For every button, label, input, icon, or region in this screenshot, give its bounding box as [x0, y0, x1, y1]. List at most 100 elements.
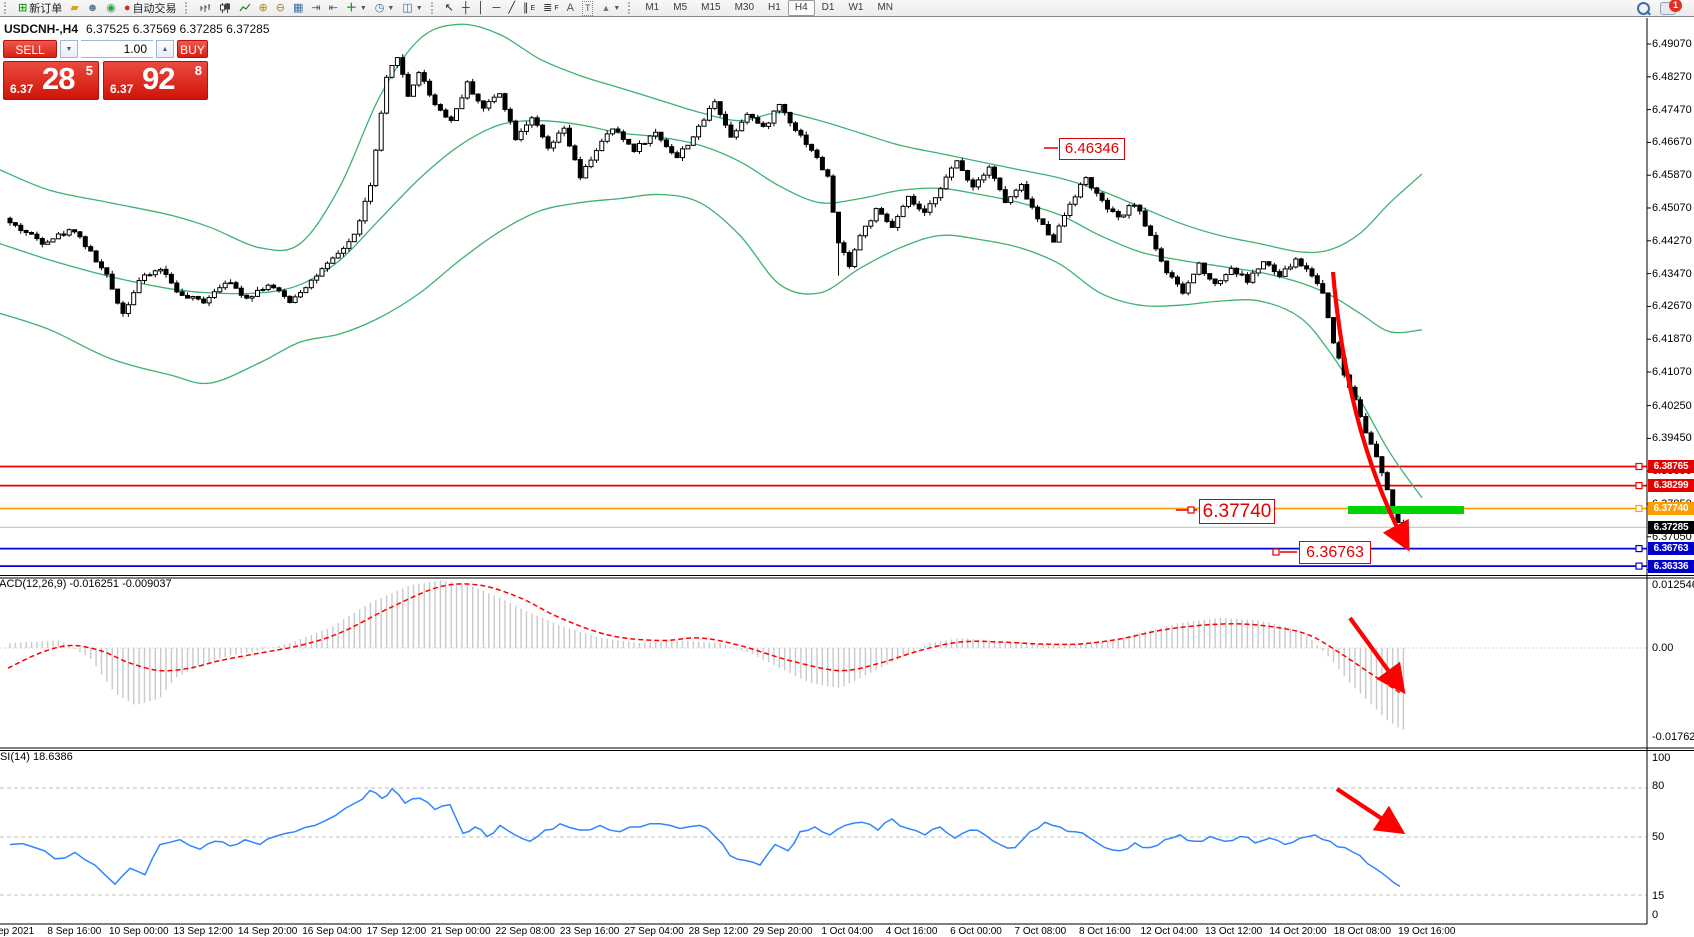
sell-button[interactable]: SELL [3, 40, 57, 58]
periods-button[interactable]: ◷ ▼ [371, 1, 399, 16]
level-marker [1635, 504, 1643, 513]
cursor-button[interactable]: ↖ [441, 1, 458, 16]
rsi-axis-tick: 100 [1652, 752, 1671, 764]
buy-price-sup: 8 [194, 63, 202, 78]
rsi-line [9, 787, 1401, 888]
price-axis-tick: 6.37050 [1652, 530, 1692, 543]
timeframe-h1[interactable]: H1 [768, 2, 781, 13]
fibonacci-icon: ≣ [543, 1, 553, 14]
timeframe-h4[interactable]: H4 [787, 0, 815, 16]
time-axis-label: 6 Oct 00:00 [950, 926, 1002, 937]
vertical-line-icon: │ [477, 1, 485, 14]
buy-price-box[interactable]: 6.37 92 8 [103, 61, 208, 100]
price-annotation[interactable]: 6.37740 [1199, 499, 1275, 524]
text-label-icon: T [581, 0, 594, 16]
bar-chart-button[interactable] [195, 1, 215, 16]
support-button[interactable]: ☻ [83, 1, 103, 16]
annotation-anchor [1272, 548, 1280, 556]
sell-price-box[interactable]: 6.37 28 5 [3, 61, 99, 100]
text-label-button[interactable]: T [578, 0, 598, 16]
search-button[interactable] [1633, 1, 1656, 16]
autotrading-button[interactable]: ● 自动交易 [120, 1, 181, 16]
price-axis-tick: 6.41070 [1652, 366, 1692, 378]
timeframe-m1[interactable]: M1 [645, 2, 660, 13]
price-axis-tick: 6.44270 [1652, 234, 1692, 247]
symbol-title: USDCNH-,H4 6.37525 6.37569 6.37285 6.3728… [4, 22, 270, 36]
volume-decrease-button[interactable]: ▼ [60, 40, 78, 58]
time-axis-label: 23 Sep 16:00 [559, 926, 620, 937]
toolbar-separator [628, 2, 634, 14]
price-tag: 6.38765 [1648, 460, 1694, 473]
auto-scroll-button[interactable]: ⇥ [307, 1, 324, 16]
line-chart-button[interactable] [235, 1, 255, 16]
chevron-down-icon: ▼ [387, 4, 395, 12]
indicators-button[interactable]: ＋ ▼ [342, 1, 371, 16]
red-trend-arrow[interactable] [1330, 271, 1410, 552]
zoom-in-button[interactable]: ⊕ [255, 1, 272, 16]
time-axis-label: 8 Oct 16:00 [1078, 926, 1131, 937]
chat-badge: 1 [1669, 0, 1682, 12]
crosshair-button[interactable]: ┼ [458, 1, 474, 16]
autotrading-label: 自动交易 [132, 3, 177, 15]
search-icon [1637, 1, 1650, 15]
zoom-in-icon: ⊕ [258, 1, 268, 14]
horizontal-line-button[interactable]: ─ [489, 1, 505, 16]
red-trend-arrow[interactable] [1335, 787, 1406, 835]
volume-increase-button[interactable]: ▲ [156, 40, 174, 58]
channel-button[interactable]: ∥ E [519, 1, 539, 16]
indicators-plus-icon: ＋ [345, 1, 357, 14]
time-axis-label: 19 Oct 16:00 [1398, 926, 1456, 937]
autotrading-icon: ● [123, 1, 131, 14]
fibonacci-button[interactable]: ≣ F [539, 1, 563, 16]
tile-windows-button[interactable]: ▦ [289, 1, 307, 16]
price-axis-tick: 6.39450 [1652, 432, 1692, 445]
timeframe-m30[interactable]: M30 [734, 2, 755, 13]
annotation-anchor [1187, 506, 1195, 514]
signals-button[interactable]: ◉ [102, 1, 120, 16]
green-highlight-segment[interactable] [1348, 506, 1464, 514]
chat-button[interactable]: 1 [1656, 0, 1682, 16]
timeframe-m5[interactable]: M5 [673, 2, 688, 13]
macd-axis-tick: 0.012546 [1652, 579, 1694, 591]
timeframe-m15[interactable]: M15 [701, 2, 721, 13]
chevron-down-icon: ▼ [415, 4, 423, 12]
chart-shift-button[interactable]: ⇤ [325, 1, 342, 16]
symbol-name: USDCNH-,H4 [4, 22, 79, 36]
timeframe-d1[interactable]: D1 [821, 2, 835, 13]
time-axis-label: 8 Sep 16:00 [47, 926, 102, 937]
gold-icon: ▰ [70, 1, 79, 14]
text-button[interactable]: A [563, 1, 578, 16]
volume-input[interactable] [81, 40, 153, 58]
deposit-button[interactable]: ▰ [66, 1, 82, 16]
text-icon: A [566, 1, 574, 14]
time-axis-label: 7 Oct 08:00 [1014, 926, 1067, 937]
macd-indicator-label: MACD(12,26,9) -0.016251 -0.009037 [0, 578, 172, 590]
trendline-icon: ╱ [508, 1, 515, 14]
templates-button[interactable]: ◫ ▼ [398, 1, 426, 16]
macd-histogram [9, 580, 1405, 730]
macd-axis-tick: -0.017622 [1652, 731, 1694, 743]
buy-button[interactable]: BUY [177, 40, 208, 58]
new-order-button[interactable]: ⊞ 新订单 [14, 1, 66, 16]
toolbar-separator [184, 2, 191, 14]
time-axis-label: 12 Oct 04:00 [1140, 926, 1198, 937]
time-axis-label: 16 Sep 04:00 [302, 926, 362, 937]
price-tag: 6.36336 [1648, 559, 1694, 573]
time-axis-label: 13 Sep 12:00 [173, 926, 233, 937]
chevron-down-icon: ▼ [359, 4, 367, 12]
trendline-button[interactable]: ╱ [504, 1, 519, 16]
timeframe-mn[interactable]: MN [877, 2, 893, 13]
zoom-out-button[interactable]: ⊖ [272, 1, 289, 16]
shapes-button[interactable]: ▲ ▼ [597, 1, 624, 16]
price-annotation[interactable]: 6.46346 [1059, 138, 1125, 160]
vertical-line-button[interactable]: │ [474, 1, 489, 16]
chart-area[interactable]: USDCNH-,H4 6.37525 6.37569 6.37285 6.3728… [0, 18, 1694, 937]
auto-scroll-icon: ⇥ [311, 1, 321, 14]
timeframe-w1[interactable]: W1 [848, 2, 864, 13]
price-annotation[interactable]: 6.36763 [1299, 541, 1371, 564]
candle-chart-button[interactable] [215, 1, 235, 16]
time-axis-label: 17 Sep 12:00 [366, 926, 427, 937]
red-trend-arrow[interactable] [1348, 616, 1406, 695]
